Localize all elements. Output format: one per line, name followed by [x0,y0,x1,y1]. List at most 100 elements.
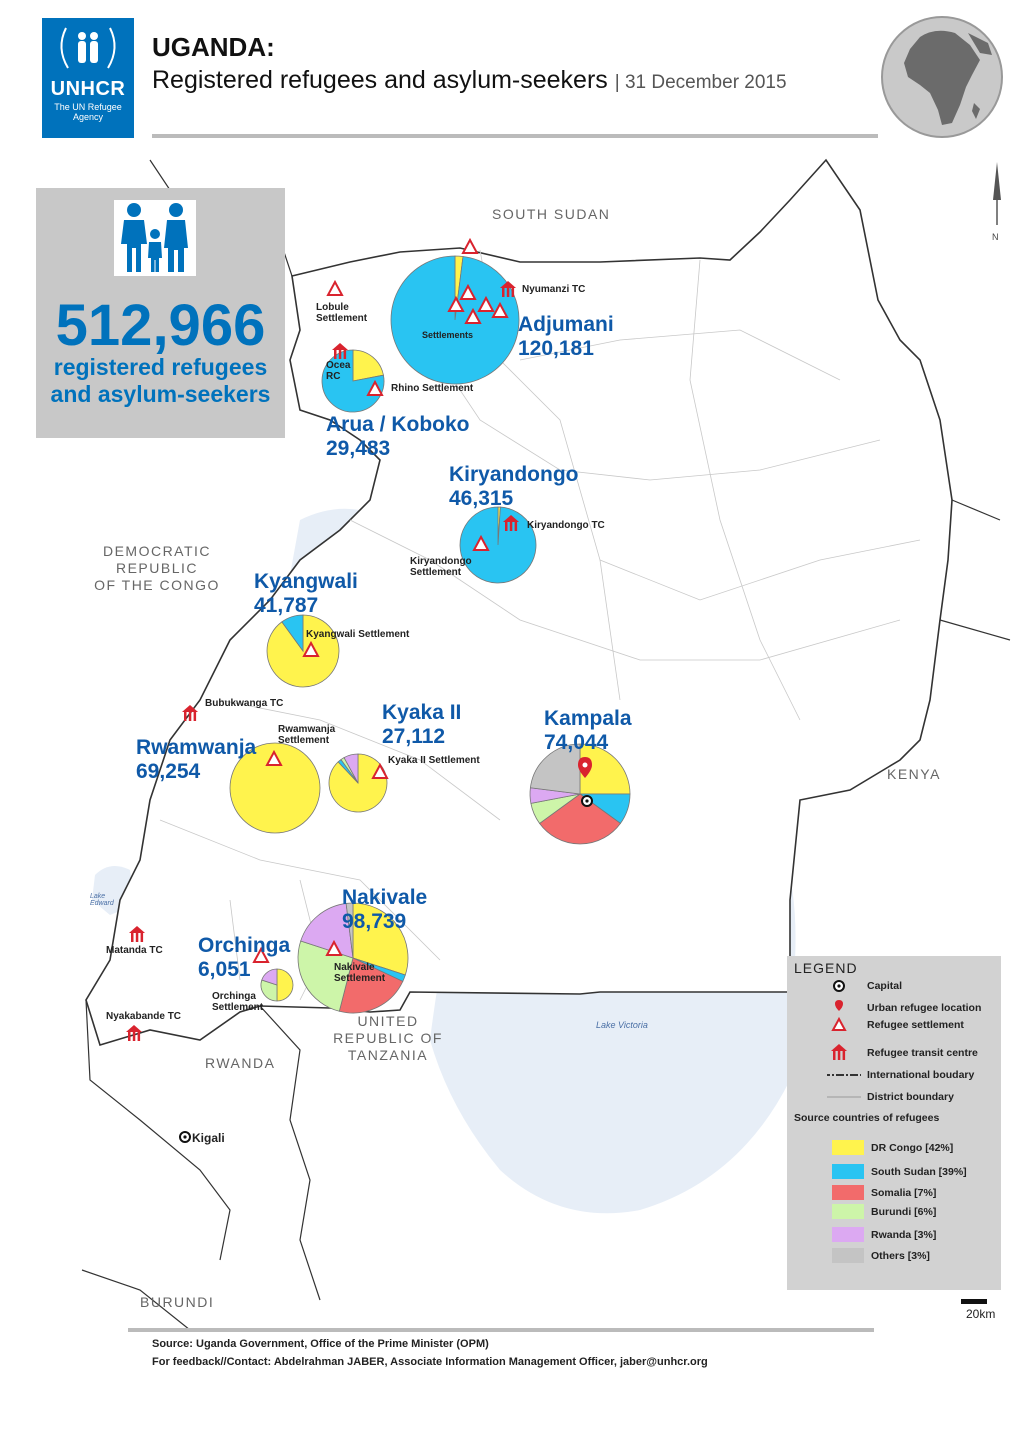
pie-slice-orchinga-0 [276,968,294,1002]
settlement-icon [326,279,344,296]
capital-icon [179,795,593,1143]
north-label: N [992,232,999,242]
pie-slice-kampala-2 [538,793,622,845]
urban-refugee-pin-icon [578,757,592,778]
label-kiryandongo-tc: Kiryandongo TC [527,520,605,531]
pie-slice-nakivale-4 [300,902,354,959]
transit-centre-icon [831,1044,847,1060]
summary-box: 512,966 registered refugees and asylum-s… [36,188,285,438]
legend-item-international: International boudary [867,1069,975,1081]
kigali-label: Kigali [192,1131,225,1145]
label-nyumanzi: Nyumanzi TC [522,284,586,295]
pie-slice-nakivale-2 [338,957,404,1014]
subtitle-text: Registered refugees and asylum-seekers [152,66,608,94]
label-kyangwali-settlement: Kyangwali Settlement [306,629,410,640]
site-name: Kampala [544,707,632,730]
label-lobule: Lobule Settlement [316,302,368,324]
site-arua-koboko: Arua / Koboko 29,483 [326,413,470,461]
capital-icon [833,980,845,992]
pie-slice-nakivale-0 [352,902,409,976]
pie-slice-orchinga-4 [261,968,278,986]
site-orchinga: Orchinga 6,051 [198,934,290,982]
map-title: UGANDA: [152,32,275,62]
legend-swatch-drc [832,1140,864,1155]
pie-slice-kampala-0 [579,743,631,795]
transit-centre-icon [503,515,519,531]
drc-line2: REPUBLIC [115,560,199,576]
pie-slice-nakivale-3 [297,940,354,1012]
settlement-icon [265,749,283,766]
unhcr-logo: UNHCR The UN Refugee Agency [42,18,134,138]
label-ocea: Ocea RC [326,360,351,382]
site-name: Kyaka II [382,701,462,724]
urban-refugee-pin-icon [835,1000,843,1011]
unhcr-emblem-icon [60,27,116,69]
pie-slice-adjumani-1 [390,255,520,385]
source-note: Source: Uganda Government, Office of the… [152,1338,489,1350]
legend-label-others: Others [3%] [871,1250,930,1262]
site-name: Rwamwanja [136,736,257,759]
pie-slice-arua-0 [352,349,384,382]
site-total: 29,483 [326,437,391,460]
lake-edward-label: Lake Edward [90,893,114,907]
site-kyaka-ii: Kyaka II 27,112 [382,701,461,749]
country-label-kenya: KENYA [887,766,941,782]
site-total: 74,044 [544,731,609,754]
settlement-icon [366,379,384,396]
site-total: 120,181 [518,337,594,360]
label-rhino: Rhino Settlement [391,383,474,394]
transit-centre-icon [129,926,145,942]
uganda-map: N [81,158,1011,1330]
settlement-icon [831,1016,847,1031]
settlement-icon [491,301,509,318]
settlement-icon [459,283,477,300]
site-total: 6,051 [198,958,251,981]
drc-line1: DEMOCRATIC [102,543,212,559]
scale-bar [961,1299,987,1304]
country-label-tanzania: UNITED REPUBLIC OF TANZANIA [330,1013,446,1064]
legend-swatch-rwanda [832,1227,864,1242]
legend-item-transit: Refugee transit centre [867,1047,978,1059]
footer-divider [128,1328,874,1332]
legend-source-title: Source countries of refugees [794,1112,940,1124]
label-nyakabande: Nyakabande TC [106,1011,182,1022]
lake-victoria-label: Lake Victoria [596,1020,648,1030]
site-total: 41,787 [254,594,319,617]
label-nakivale-settlement: Nakivale Settlement [334,962,386,984]
settlement-markers [252,237,509,963]
pie-slice-orchinga-3 [260,979,278,1002]
logo-subtitle: The UN Refugee Agency [54,102,122,122]
contact-note: For feedback//Contact: Abdelrahman JABER… [152,1356,708,1368]
scale-label: 20km [966,1307,996,1321]
total-refugees-value: 512,966 [55,293,266,358]
logo-brand: UNHCR [50,78,126,100]
label-kiryandongo-settlement: Kiryandongo Settlement [410,556,472,578]
transit-centre-icon [126,1025,142,1041]
header-divider [152,134,878,138]
settlement-icon [472,534,490,551]
label-settlements: Settlements [422,330,474,340]
site-name: Nakivale [342,886,428,909]
tanzania-line1: UNITED [357,1013,419,1029]
total-label-line1: registered refugees [53,354,268,380]
transit-centre-icon [332,343,348,359]
pie-slice-kyaka-4 [343,753,359,784]
family-icon [114,200,196,276]
site-name: Orchinga [198,934,291,957]
legend-swatch-others [832,1248,864,1263]
site-total: 46,315 [449,487,514,510]
tanzania-line3: TANZANIA [347,1047,429,1063]
legend: LEGEND Capital Urban refugee location Re… [787,956,1001,1290]
settlement-icon [447,295,465,312]
settlement-icon [252,946,270,963]
country-label-rwanda: RWANDA [205,1055,276,1071]
settlement-icon [461,237,479,254]
pie-slice-kampala-5 [529,743,581,795]
site-name: Adjumani [518,313,614,336]
pie-slice-kyangwali-1 [281,614,304,653]
country-label-drc: DEMOCRATIC REPUBLIC OF THE CONGO [92,543,222,594]
tanzania-line2: REPUBLIC OF [333,1030,443,1046]
settlement-icon [302,640,320,657]
north-arrow-icon [993,162,1001,225]
site-kyangwali: Kyangwali 41,787 [254,570,358,618]
